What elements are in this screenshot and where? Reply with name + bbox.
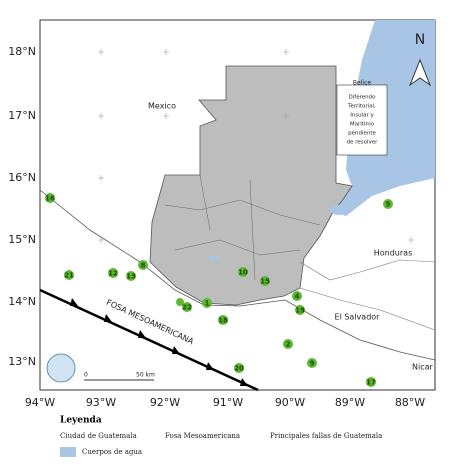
- point-label: 8: [141, 262, 146, 270]
- point: [238, 267, 248, 277]
- point: [218, 315, 228, 325]
- point-label: 17: [366, 379, 376, 387]
- graticule: [98, 49, 414, 243]
- point-label: 4: [295, 293, 300, 301]
- lon-label: 94°W: [25, 396, 55, 409]
- point: [138, 260, 148, 270]
- point: [366, 377, 376, 387]
- point-label: 12: [108, 270, 118, 278]
- lat-label: 13°N: [8, 355, 36, 368]
- point: [383, 199, 393, 209]
- point-label: 1: [205, 300, 210, 308]
- logo: [46, 353, 76, 383]
- point: [182, 302, 192, 312]
- note-line: pendiente: [348, 131, 376, 137]
- axis-labels: 18°N 17°N 16°N 15°N 14°N 13°N 94°W 93°W 92°W 91°W…: [8, 45, 425, 409]
- lon-label: 91°W: [213, 396, 243, 409]
- point: [260, 276, 270, 286]
- point-label: 18: [218, 317, 228, 325]
- point: [292, 291, 302, 301]
- lake-izabal: [330, 205, 350, 215]
- point-label: 22: [182, 304, 192, 312]
- point-label: 20: [234, 365, 244, 373]
- point-label: 16: [45, 195, 55, 203]
- trench-line: [39, 288, 259, 392]
- lon-label: 90°W: [275, 396, 305, 409]
- point: [64, 270, 74, 280]
- note-line: de resolver: [347, 140, 379, 146]
- point-label: 5: [386, 201, 391, 209]
- point-label: 21: [64, 272, 74, 280]
- lat-label: 17°N: [8, 109, 36, 122]
- place-label: Nicar: [412, 363, 434, 372]
- lon-label: 88°W: [395, 396, 425, 409]
- note-line: Diferendo: [349, 95, 377, 101]
- dispute-note: Diferendo Territorial, Insular y Marítimo pe…: [347, 95, 379, 146]
- lat-label: 14°N: [8, 295, 36, 308]
- lat-label: 18°N: [8, 45, 36, 58]
- point: [202, 298, 212, 308]
- point: [283, 339, 293, 349]
- point-label: 15: [260, 278, 270, 286]
- place-label: El Salvador: [335, 313, 381, 322]
- north-label: N: [415, 32, 425, 48]
- lon-label: 92°W: [150, 396, 180, 409]
- point: [45, 193, 55, 203]
- note-line: Marítimo: [350, 121, 375, 128]
- legend-title: Leyenda: [60, 416, 102, 426]
- lake-atitlan: [209, 255, 219, 261]
- lat-label: 16°N: [8, 171, 36, 184]
- note-line: Insular y: [350, 113, 374, 119]
- guatemala: [149, 65, 353, 306]
- place-label: Mexico: [148, 102, 176, 111]
- point-label: 19: [295, 307, 305, 315]
- point: [307, 358, 317, 368]
- lon-label: 89°W: [335, 396, 365, 409]
- borders: [299, 259, 436, 331]
- legend-item: Principales fallas de Guatemala: [270, 432, 382, 440]
- legend-item: Ciudad de Guatemala: [60, 432, 137, 440]
- coastline: [39, 189, 436, 361]
- north-arrow: [408, 58, 432, 87]
- lon-label: 93°W: [86, 396, 116, 409]
- points: 16 21 12 13 8 22 1 18 10 15 4 19 5 2 9 20 17: [45, 193, 393, 387]
- dispute-box: [336, 84, 388, 156]
- scale-label: 0: [84, 372, 88, 379]
- scale-label: 50 km: [136, 372, 155, 379]
- lat-label: 15°N: [8, 233, 36, 246]
- legend-item: Cuerpos de agua: [82, 448, 142, 456]
- department-borders: [164, 174, 321, 281]
- legend-swatch: [60, 447, 76, 457]
- point: [126, 271, 136, 281]
- place-label: Honduras: [374, 249, 413, 258]
- note-line: Territorial,: [347, 104, 376, 110]
- point-label: 13: [126, 273, 136, 281]
- point: [176, 298, 184, 306]
- place-label: Belice: [353, 80, 371, 87]
- point: [295, 305, 305, 315]
- point: [108, 268, 118, 278]
- point: [234, 363, 244, 373]
- point-label: 2: [286, 341, 291, 349]
- point-label: 10: [238, 269, 248, 277]
- point-label: 9: [310, 360, 315, 368]
- legend-item: Fosa Mesoamericana: [165, 432, 240, 440]
